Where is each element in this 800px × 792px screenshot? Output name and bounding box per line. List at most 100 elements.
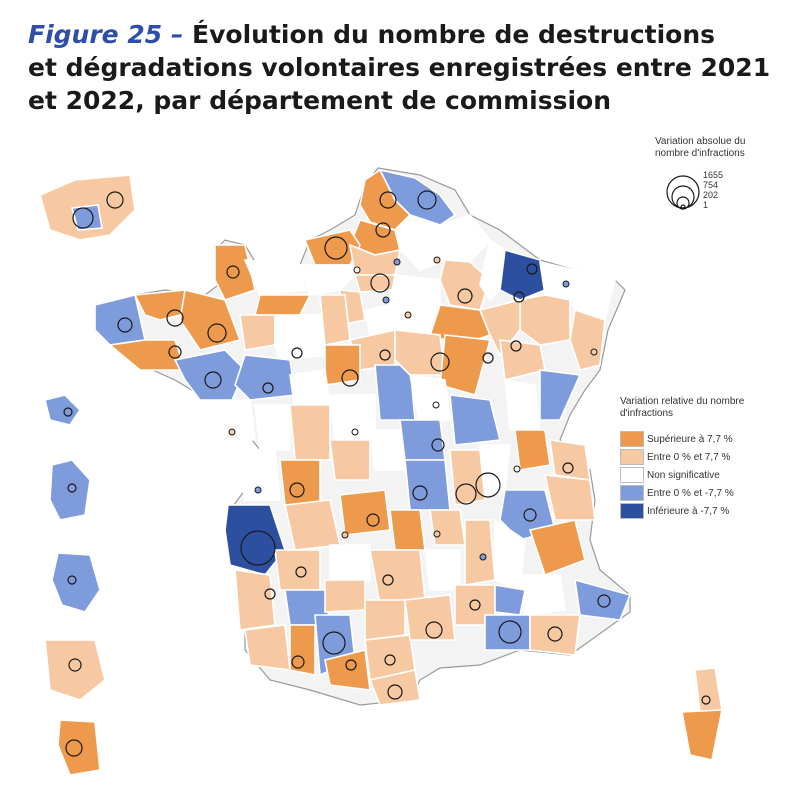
- department-eure: [298, 264, 356, 296]
- dot-11: [513, 465, 521, 473]
- bubble-gironde: [240, 530, 276, 566]
- size-legend-value-202: 202: [703, 190, 719, 200]
- bubble-landes: [264, 588, 276, 600]
- absolute-variation-bubbles: [63, 190, 711, 757]
- legend-swatch-high-increase: [620, 431, 644, 447]
- bubble-guadeloupe: [106, 191, 124, 209]
- legend-swatch-high-decrease: [620, 503, 644, 519]
- bubble-alpes-maritimes: [597, 594, 611, 608]
- bubble-ille-et-vilaine: [207, 323, 227, 343]
- size-legend-1655: [666, 175, 700, 209]
- bubble-puy-de-dome: [412, 485, 428, 501]
- bubble-loire: [455, 483, 477, 505]
- dot-8: [254, 486, 262, 494]
- department-correze: [339, 489, 391, 536]
- department-landes: [234, 569, 276, 631]
- department-haute-savoie: [549, 439, 591, 481]
- legend-label-high-decrease: Inférieure à -7,7 %: [647, 505, 730, 517]
- size-legend-title-1: Variation absolue du: [655, 136, 746, 147]
- bubble-martinique: [63, 407, 73, 417]
- bubble-finistere: [117, 317, 133, 333]
- bubble-ariege: [345, 659, 357, 671]
- bubble-sarthe: [291, 347, 303, 359]
- department-herault: [404, 594, 456, 641]
- department-corse-du-sud: [681, 709, 723, 761]
- bubble-somme: [375, 222, 391, 238]
- department-haute-loire: [429, 509, 466, 546]
- bubble-reunion: [67, 575, 77, 585]
- size-legend-title-2: nombre d'infractions: [655, 148, 745, 159]
- bubble-guyane: [67, 483, 77, 493]
- department-pyrenees-atlantiques: [244, 624, 291, 671]
- department-eure-et-loir: [319, 294, 351, 346]
- legend-swatch-low-increase: [620, 449, 644, 465]
- bubble-haute-savoie: [562, 462, 574, 474]
- dot-4: [382, 296, 390, 304]
- department-orne: [253, 294, 312, 316]
- bubble-oise: [370, 273, 390, 293]
- legend-row-not-significant: Non significative: [620, 466, 790, 484]
- department-haut-rhin: [569, 308, 606, 371]
- department-reunion: [51, 552, 101, 613]
- department-calvados: [243, 259, 306, 296]
- department-dordogne: [284, 499, 341, 551]
- bubble-aube: [430, 352, 450, 372]
- department-morbihan: [108, 339, 187, 371]
- department-charente-maritime: [234, 449, 281, 501]
- bubble-lot-et-garonne: [295, 566, 307, 578]
- bubble-loire-atlantique: [204, 371, 222, 389]
- size-legend-circles: [666, 175, 700, 210]
- bubble-pas-de-calais: [379, 191, 397, 209]
- color-legend-title-2: d'infractions: [620, 408, 674, 419]
- department-deux-sevres: [254, 404, 291, 451]
- legend-label-high-increase: Supérieure à 7,7 %: [647, 433, 733, 445]
- size-legend-1: [680, 204, 686, 210]
- department-bouches-du-rhone: [484, 614, 531, 651]
- size-legend-value-1: 1: [703, 200, 709, 210]
- bubble-gard: [469, 599, 481, 611]
- size-legend-value-1655: 1655: [703, 170, 724, 180]
- size-legend: Variation absolue du nombre d'infraction…: [655, 136, 775, 210]
- bubble-haute-marne: [510, 340, 522, 352]
- color-legend-title-1: Variation relative du nombre: [620, 396, 745, 407]
- size-legend-754: [671, 185, 695, 209]
- department-sarthe: [274, 314, 332, 361]
- department-martinique: [44, 394, 82, 426]
- department-ain: [514, 429, 551, 471]
- bubble-correze: [366, 513, 380, 527]
- department-lot: [329, 544, 371, 581]
- title-line-2: et dégradations volontaires enregistrées…: [28, 53, 771, 82]
- bubble-allier: [431, 438, 445, 452]
- bubble-cote-d-or: [482, 352, 494, 364]
- size-legend-value-754: 754: [703, 180, 719, 190]
- color-legend: Variation relative du nombre d'infractio…: [620, 396, 790, 520]
- bubble-hautes-pyrenees: [291, 655, 305, 669]
- department-doubs: [539, 369, 582, 421]
- bubble-maine-et-loire: [262, 382, 274, 394]
- bubble-haute-garonne: [322, 631, 346, 655]
- bubble-isere: [523, 508, 537, 522]
- department-mayotte: [44, 639, 106, 701]
- department-saone-et-loire: [449, 394, 501, 446]
- bubble-guyane-south: [65, 739, 83, 757]
- legend-label-low-decrease: Entre 0 % et -7,7 %: [647, 487, 734, 499]
- figure-title: Figure 25 – Évolution du nombre de destr…: [28, 18, 788, 117]
- legend-row-low-increase: Entre 0 % et 7,7 %: [620, 448, 790, 466]
- department-manche: [214, 244, 256, 301]
- legend-label-low-increase: Entre 0 % et 7,7 %: [647, 451, 731, 463]
- department-guadeloupe-blue: [70, 204, 103, 231]
- department-indre-et-loire: [289, 369, 331, 411]
- dot-1: [393, 258, 401, 266]
- dot-15: [432, 401, 440, 409]
- department-nievre: [408, 374, 451, 426]
- bubble-guadeloupe-2: [72, 207, 94, 229]
- bubble-loir-et-cher: [341, 369, 359, 387]
- department-savoie: [543, 474, 596, 521]
- department-alpes-maritimes: [574, 578, 632, 621]
- department-ille-et-vilaine: [179, 289, 242, 351]
- department-seine-et-marne: [389, 274, 441, 336]
- size-legend-202: [676, 196, 690, 210]
- department-ariege: [324, 649, 371, 691]
- department-yonne: [394, 329, 446, 376]
